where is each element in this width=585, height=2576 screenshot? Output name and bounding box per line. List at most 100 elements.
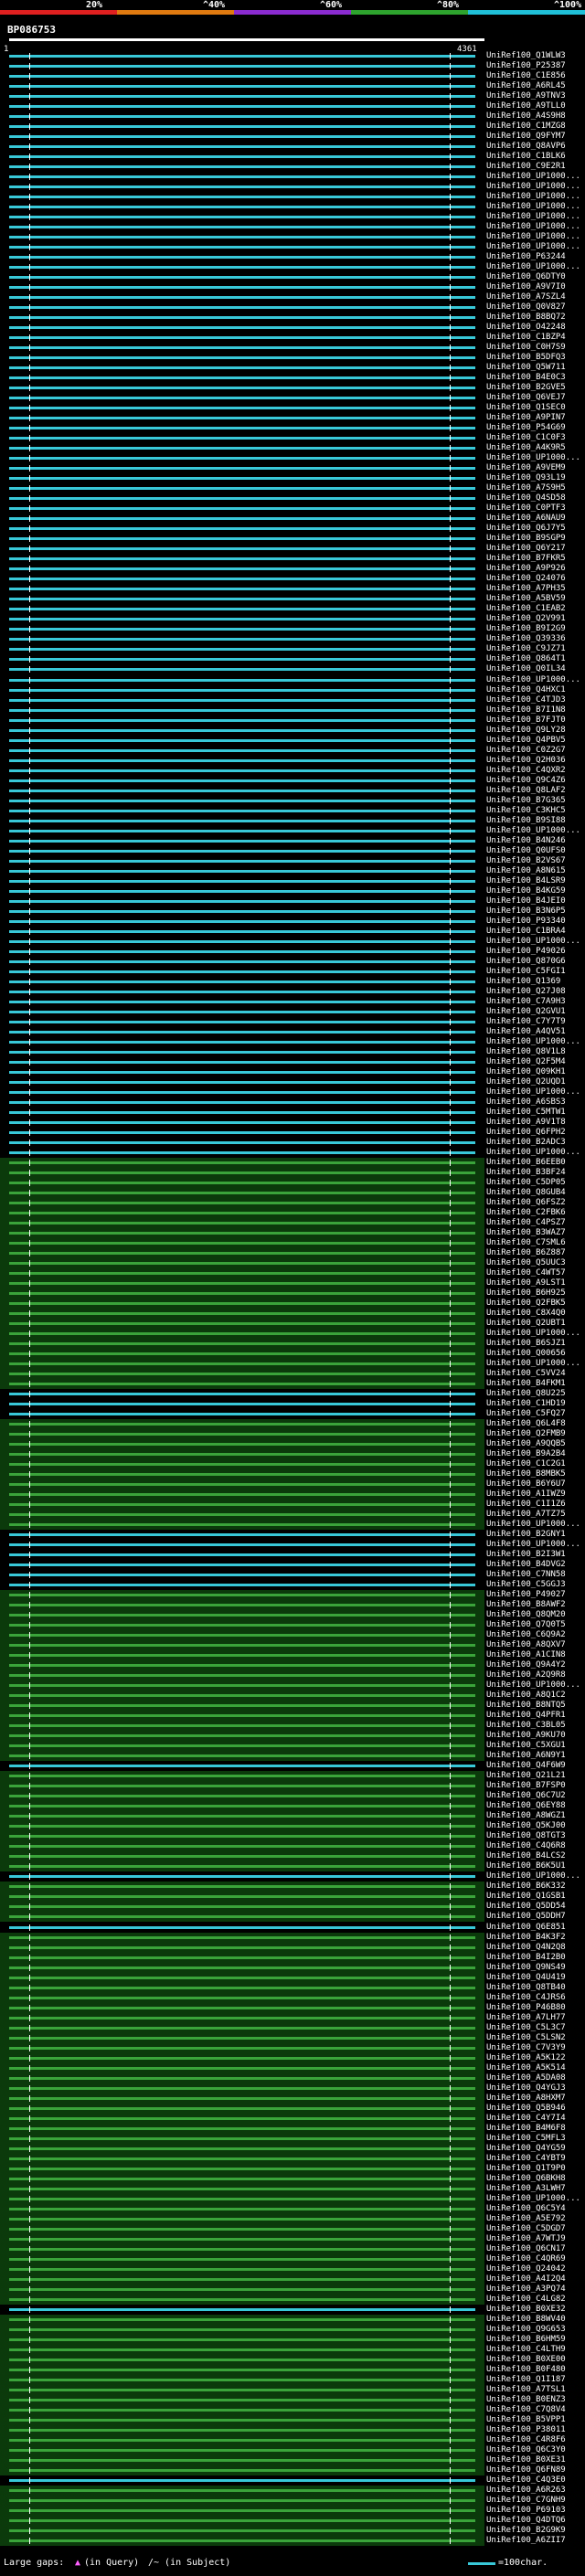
hit-label[interactable]: UniRef100_A9PIN7: [486, 413, 566, 423]
hit-label[interactable]: UniRef100_B8NTQ5: [486, 1701, 566, 1711]
hit-row[interactable]: UniRef100_Q8V1L8: [0, 1047, 585, 1057]
hit-label[interactable]: UniRef100_Q2UQD1: [486, 1076, 566, 1087]
hit-row[interactable]: UniRef100_Q8AVP6: [0, 142, 585, 152]
alignment-bar[interactable]: [9, 1875, 475, 1879]
hit-label[interactable]: UniRef100_B5VPP1: [486, 2414, 566, 2424]
hit-label[interactable]: UniRef100_B2GVE5: [486, 383, 566, 393]
alignment-bar[interactable]: [9, 919, 475, 923]
hit-row[interactable]: UniRef100_B3WAZ7: [0, 1227, 585, 1238]
alignment-bar[interactable]: [9, 1221, 475, 1224]
hit-label[interactable]: UniRef100_A4S9H8: [486, 111, 566, 122]
hit-label[interactable]: UniRef100_UP1000...: [486, 202, 580, 212]
hit-label[interactable]: UniRef100_P49026: [486, 946, 566, 956]
hit-row[interactable]: UniRef100_C5MTW1: [0, 1108, 585, 1118]
hit-label[interactable]: UniRef100_P46B80: [486, 2002, 566, 2012]
hit-label[interactable]: UniRef100_Q0V827: [486, 302, 566, 313]
hit-label[interactable]: UniRef100_C4JRS6: [486, 1992, 566, 2002]
hit-label[interactable]: UniRef100_Q6C5Y4: [486, 2203, 566, 2213]
alignment-bar[interactable]: [9, 2096, 475, 2100]
hit-row[interactable]: UniRef100_B3BF24: [0, 1167, 585, 1178]
alignment-bar[interactable]: [9, 1644, 475, 1648]
alignment-bar[interactable]: [9, 668, 475, 672]
hit-row[interactable]: UniRef100_B6Z887: [0, 1247, 585, 1258]
alignment-bar[interactable]: [9, 1060, 475, 1064]
hit-label[interactable]: UniRef100_Q5UUC3: [486, 1257, 566, 1267]
alignment-bar[interactable]: [9, 2388, 475, 2391]
hit-label[interactable]: UniRef100_A9TNV3: [486, 91, 566, 101]
hit-label[interactable]: UniRef100_C4WT57: [486, 1267, 566, 1277]
alignment-bar[interactable]: [9, 608, 475, 611]
alignment-bar[interactable]: [9, 2528, 475, 2532]
hit-row[interactable]: UniRef100_Q6FPH2: [0, 1128, 585, 1138]
hit-row[interactable]: UniRef100_P38011: [0, 2424, 585, 2435]
hit-label[interactable]: UniRef100_B0XE32: [486, 2304, 566, 2314]
alignment-bar[interactable]: [9, 105, 475, 109]
hit-row[interactable]: UniRef100_Q2UBT1: [0, 1319, 585, 1330]
hit-row[interactable]: UniRef100_UP1000...: [0, 232, 585, 242]
alignment-bar[interactable]: [9, 1614, 475, 1617]
hit-label[interactable]: UniRef100_Q8AVP6: [486, 142, 566, 152]
alignment-bar[interactable]: [9, 387, 475, 390]
hit-row[interactable]: UniRef100_UP1000...: [0, 453, 585, 463]
alignment-bar[interactable]: [9, 758, 475, 762]
hit-label[interactable]: UniRef100_Q2GVU1: [486, 1006, 566, 1016]
hit-label[interactable]: UniRef100_A8Q1C2: [486, 1691, 566, 1701]
hit-row[interactable]: UniRef100_A8N615: [0, 866, 585, 876]
hit-label[interactable]: UniRef100_B4KG59: [486, 885, 566, 896]
alignment-bar[interactable]: [9, 1785, 475, 1788]
alignment-bar[interactable]: [9, 276, 475, 280]
alignment-bar[interactable]: [9, 2518, 475, 2522]
hit-row[interactable]: UniRef100_C4LG82: [0, 2294, 585, 2305]
alignment-bar[interactable]: [9, 1463, 475, 1467]
hit-label[interactable]: UniRef100_A2Q9R8: [486, 1670, 566, 1680]
hit-label[interactable]: UniRef100_Q6FPH2: [486, 1127, 566, 1137]
hit-row[interactable]: UniRef100_Q5W711: [0, 363, 585, 373]
alignment-bar[interactable]: [9, 1805, 475, 1808]
hit-row[interactable]: UniRef100_UP1000...: [0, 1680, 585, 1691]
hit-label[interactable]: UniRef100_A9TLL0: [486, 101, 566, 111]
hit-row[interactable]: UniRef100_A1IWZ9: [0, 1489, 585, 1500]
hit-row[interactable]: UniRef100_A8HXM7: [0, 2093, 585, 2104]
hit-row[interactable]: UniRef100_C7SML6: [0, 1237, 585, 1248]
hit-label[interactable]: UniRef100_B4I2B0: [486, 1952, 566, 1962]
hit-row[interactable]: UniRef100_Q0IL34: [0, 664, 585, 674]
hit-label[interactable]: UniRef100_A7LH77: [486, 2012, 566, 2022]
alignment-bar[interactable]: [9, 949, 475, 953]
hit-row[interactable]: UniRef100_Q6DTY0: [0, 272, 585, 282]
hit-label[interactable]: UniRef100_Q9NS49: [486, 1962, 566, 1972]
hit-label[interactable]: UniRef100_C1BRA4: [486, 926, 566, 936]
alignment-bar[interactable]: [9, 1503, 475, 1507]
hit-label[interactable]: UniRef100_UP1000...: [486, 1520, 580, 1530]
hit-label[interactable]: UniRef100_A4K9R5: [486, 443, 566, 453]
hit-row[interactable]: UniRef100_Q8LAF2: [0, 786, 585, 796]
hit-label[interactable]: UniRef100_B0ENZ3: [486, 2394, 566, 2404]
hit-row[interactable]: UniRef100_Q39336: [0, 634, 585, 644]
hit-row[interactable]: UniRef100_A9PIN7: [0, 413, 585, 423]
hit-label[interactable]: UniRef100_B3WAZ7: [486, 1227, 566, 1237]
hit-label[interactable]: UniRef100_C9JZ71: [486, 644, 566, 654]
alignment-bar[interactable]: [9, 507, 475, 511]
hit-label[interactable]: UniRef100_A7WTJ9: [486, 2233, 566, 2243]
hit-label[interactable]: UniRef100_Q2H036: [486, 755, 566, 765]
hit-row[interactable]: UniRef100_C4Q6R8: [0, 1841, 585, 1852]
hit-label[interactable]: UniRef100_UP1000...: [486, 1359, 580, 1369]
hit-row[interactable]: UniRef100_C4WT57: [0, 1267, 585, 1278]
hit-label[interactable]: UniRef100_UP1000...: [486, 1087, 580, 1097]
hit-row[interactable]: UniRef100_Q9NS49: [0, 1962, 585, 1973]
hit-label[interactable]: UniRef100_B6H925: [486, 1288, 566, 1298]
hit-label[interactable]: UniRef100_Q9C4Z6: [486, 775, 566, 785]
hit-label[interactable]: UniRef100_UP1000...: [486, 172, 580, 182]
hit-label[interactable]: UniRef100_Q8U225: [486, 1389, 566, 1399]
alignment-bar[interactable]: [9, 1281, 475, 1285]
alignment-bar[interactable]: [9, 2468, 475, 2472]
hit-label[interactable]: UniRef100_Q4HXC1: [486, 684, 566, 694]
alignment-bar[interactable]: [9, 175, 475, 179]
alignment-bar[interactable]: [9, 1291, 475, 1295]
alignment-bar[interactable]: [9, 1574, 475, 1577]
alignment-bar[interactable]: [9, 1513, 475, 1517]
hit-row[interactable]: UniRef100_B4K3F2: [0, 1932, 585, 1943]
alignment-bar[interactable]: [9, 1130, 475, 1134]
hit-label[interactable]: UniRef100_Q6J7Y5: [486, 524, 566, 534]
hit-label[interactable]: UniRef100_UP1000...: [486, 674, 580, 684]
hit-row[interactable]: UniRef100_UP1000...: [0, 182, 585, 192]
